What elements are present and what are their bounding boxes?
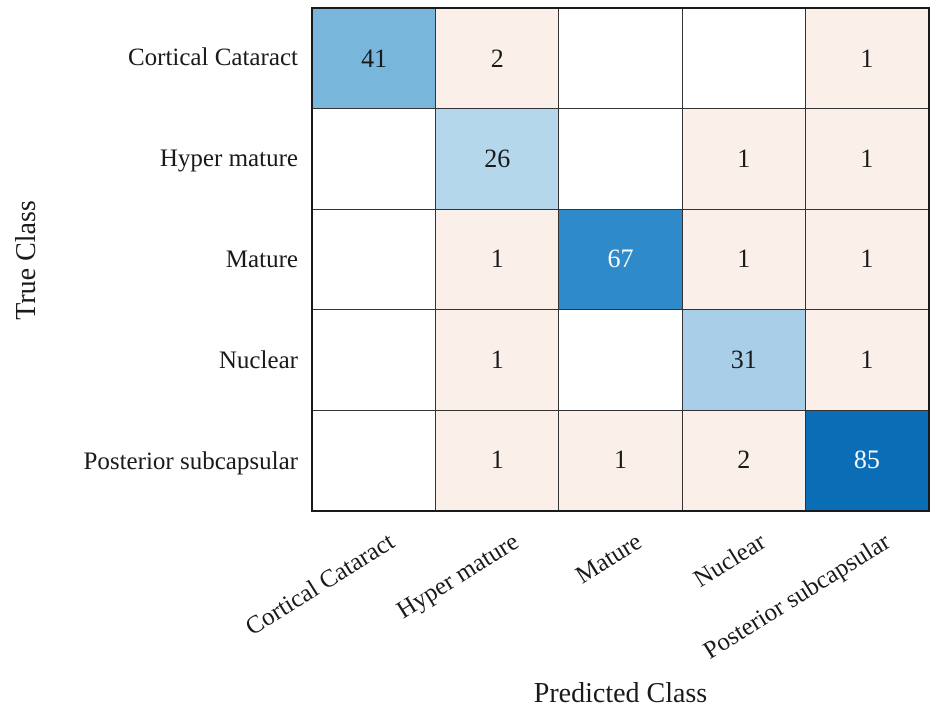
y-tick-label: Cortical Cataract: [127, 43, 298, 71]
matrix-cell: [559, 310, 682, 410]
matrix-cell: 1: [805, 109, 928, 209]
matrix-cell: 1: [805, 9, 928, 109]
y-tick-label: Hyper mature: [159, 144, 298, 172]
y-tick-label: Mature: [225, 245, 298, 273]
matrix-cell: [313, 109, 436, 209]
matrix-cell: 1: [436, 310, 559, 410]
x-tick-label: Mature: [571, 528, 647, 590]
matrix-cell: 1: [805, 209, 928, 310]
matrix-cell: [313, 310, 436, 410]
matrix-cell: 1: [559, 410, 682, 510]
matrix-cell: 1: [436, 410, 559, 510]
x-tick-label: Cortical Cataract: [240, 528, 400, 642]
matrix-grid: 41 2 1 26 1 1 1 67 1 1 1 31 1 1 1 2 85: [311, 7, 930, 512]
y-tick-label: Nuclear: [218, 346, 298, 374]
matrix-cell: 1: [436, 209, 559, 310]
matrix-cell: 1: [682, 209, 805, 310]
matrix-cell: 31: [682, 310, 805, 410]
y-axis-title: True Class: [11, 200, 42, 320]
matrix-cell: [313, 209, 436, 310]
matrix-cell: [559, 9, 682, 109]
y-tick-label: Posterior subcapsular: [83, 447, 298, 475]
matrix-cell: 41: [313, 9, 436, 109]
x-tick-label: Nuclear: [689, 528, 771, 593]
matrix-cell: [313, 410, 436, 510]
matrix-cell: [682, 9, 805, 109]
matrix-cell: 2: [682, 410, 805, 510]
matrix-cell: 1: [805, 310, 928, 410]
matrix-cell: 67: [559, 209, 682, 310]
matrix-cell: 26: [436, 109, 559, 209]
x-axis-title: Predicted Class: [533, 678, 708, 709]
matrix-cell: 85: [805, 410, 928, 510]
matrix-cell: [559, 109, 682, 209]
x-tick-label: Hyper mature: [391, 528, 524, 625]
x-tick-label: Posterior subcapsular: [698, 528, 895, 665]
matrix-cell: 1: [682, 109, 805, 209]
matrix-cell: 2: [436, 9, 559, 109]
